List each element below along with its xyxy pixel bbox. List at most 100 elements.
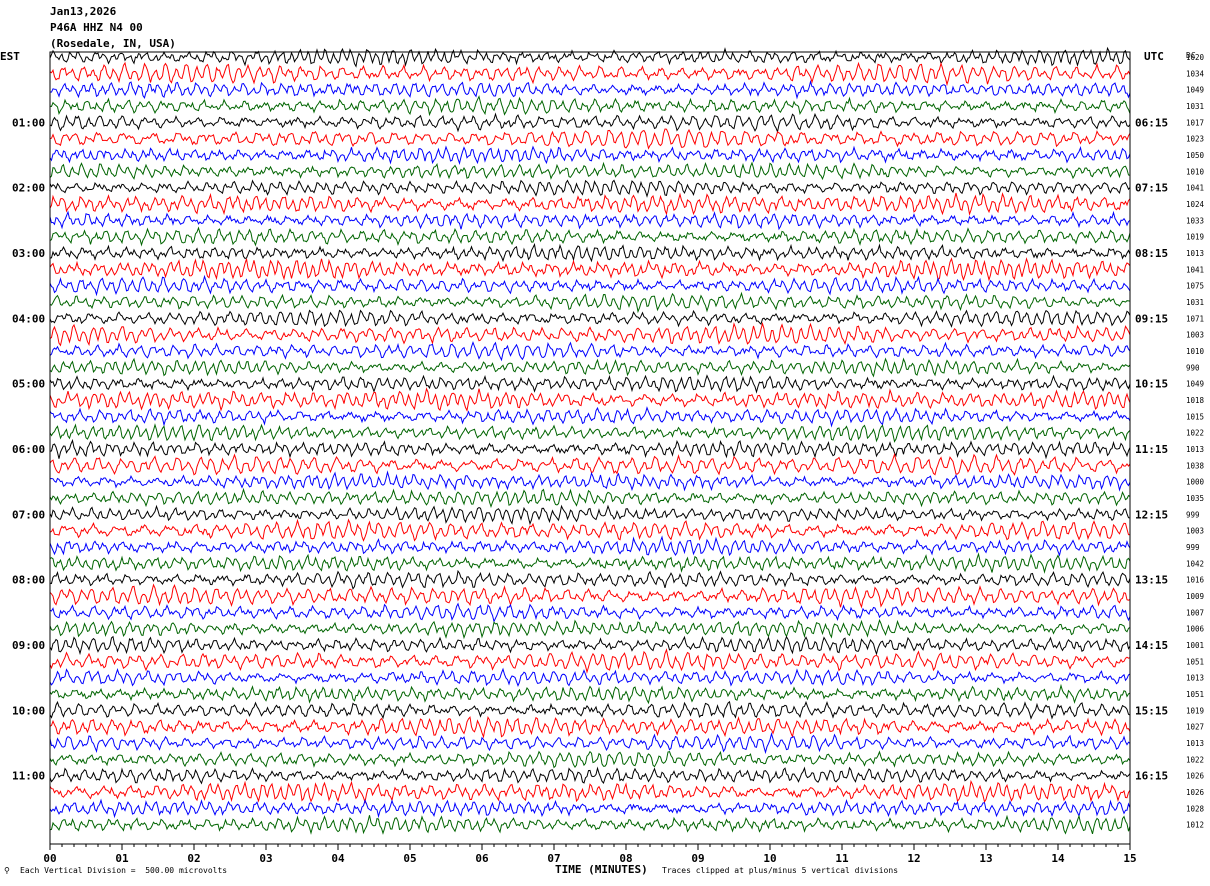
trace-row-2 bbox=[49, 79, 1131, 100]
trace-row-44 bbox=[49, 766, 1131, 785]
trace-row-36 bbox=[49, 635, 1131, 656]
right-time-label: 13:15 bbox=[1135, 574, 1168, 587]
left-timezone-label: EST bbox=[0, 50, 20, 63]
trace-row-11 bbox=[49, 226, 1131, 247]
trace-row-20 bbox=[49, 374, 1131, 394]
x-tick-label: 05 bbox=[403, 852, 416, 865]
right-time-label: 10:15 bbox=[1135, 378, 1168, 391]
x-tick-label: 10 bbox=[763, 852, 776, 865]
right-time-label: 14:15 bbox=[1135, 639, 1168, 652]
dc-offset-label: 1019 bbox=[1186, 706, 1204, 715]
dc-offset-label: 1016 bbox=[1186, 576, 1205, 585]
left-time-label: 08:00 bbox=[12, 574, 45, 587]
dc-offset-label: 1051 bbox=[1186, 657, 1204, 666]
x-tick-label: 13 bbox=[979, 852, 992, 865]
scale-note: Each Vertical Division = 500.00 microvol… bbox=[20, 866, 228, 875]
left-time-label: 11:00 bbox=[12, 770, 45, 783]
left-time-label: 07:00 bbox=[12, 508, 45, 521]
dc-offset-label: 1013 bbox=[1186, 674, 1204, 683]
trace-row-33 bbox=[49, 583, 1131, 609]
dc-offset-label: 1041 bbox=[1186, 265, 1204, 274]
dc-offset-label: 999 bbox=[1186, 543, 1200, 552]
trace-row-41 bbox=[49, 716, 1131, 739]
dc-offset-label: 1034 bbox=[1186, 69, 1205, 78]
dc-offset-label: 1033 bbox=[1186, 216, 1204, 225]
dc-offset-label: 1051 bbox=[1186, 690, 1204, 699]
dc-offset-label: 1012 bbox=[1186, 821, 1204, 830]
trace-row-7 bbox=[49, 161, 1131, 181]
dc-offset-label: 1041 bbox=[1186, 184, 1204, 193]
dc-offset-label: 1071 bbox=[1186, 314, 1204, 323]
dc-offset-label: 999 bbox=[1186, 510, 1200, 519]
x-tick-label: 03 bbox=[259, 852, 272, 865]
x-tick-label: 14 bbox=[1051, 852, 1065, 865]
right-time-label: 09:15 bbox=[1135, 312, 1168, 325]
dc-offset-label: 1022 bbox=[1186, 755, 1204, 764]
dc-offset-label: 1024 bbox=[1186, 200, 1205, 209]
trace-row-8 bbox=[49, 179, 1131, 198]
right-time-label: 06:15 bbox=[1135, 116, 1168, 129]
trace-row-1 bbox=[49, 61, 1131, 87]
x-tick-label: 09 bbox=[691, 852, 704, 865]
right-time-label: 15:15 bbox=[1135, 704, 1168, 717]
trace-row-31 bbox=[49, 552, 1131, 574]
trace-row-16 bbox=[49, 309, 1131, 328]
dc-offset-label: 1013 bbox=[1186, 739, 1204, 748]
trace-row-22 bbox=[49, 406, 1131, 428]
dc-offset-label: 1028 bbox=[1186, 804, 1205, 813]
trace-row-28 bbox=[49, 504, 1131, 526]
trace-row-32 bbox=[49, 569, 1131, 590]
x-tick-label: 01 bbox=[115, 852, 129, 865]
dc-offset-label: 1031 bbox=[1186, 298, 1204, 307]
trace-row-29 bbox=[49, 518, 1131, 542]
dc-offset-label: 1009 bbox=[1186, 592, 1204, 601]
x-tick-label: 06 bbox=[475, 852, 489, 865]
trace-row-3 bbox=[49, 95, 1131, 117]
axes-group: 1020 1034 1049 1031 1017 1023 1050 1010 1041 1024… bbox=[12, 51, 1205, 865]
x-tick-label: 00 bbox=[43, 852, 56, 865]
left-time-label: 05:00 bbox=[12, 378, 45, 391]
x-axis-title: TIME (MINUTES) bbox=[555, 863, 648, 876]
trace-row-5 bbox=[49, 128, 1131, 150]
trace-row-10 bbox=[49, 210, 1131, 231]
dc-offset-label: 1026 bbox=[1186, 788, 1205, 797]
dc-offset-label: 1075 bbox=[1186, 282, 1204, 291]
right-time-label: 11:15 bbox=[1135, 443, 1168, 456]
dc-offset-label: 1013 bbox=[1186, 445, 1204, 454]
trace-row-45 bbox=[49, 779, 1131, 804]
x-tick-label: 02 bbox=[187, 852, 200, 865]
trace-row-39 bbox=[49, 683, 1131, 705]
trace-row-0 bbox=[49, 46, 1131, 68]
footer-icon: ⚲ bbox=[4, 866, 10, 875]
left-time-label: 04:00 bbox=[12, 312, 45, 325]
trace-row-6 bbox=[49, 145, 1131, 165]
trace-row-18 bbox=[49, 341, 1131, 362]
header: Jan13,2026 P46A HHZ N4 00 (Rosedale, IN,… bbox=[50, 4, 176, 52]
left-time-label: 02:00 bbox=[12, 182, 45, 195]
dc-offset-label: 1042 bbox=[1186, 559, 1204, 568]
trace-row-4 bbox=[49, 112, 1131, 134]
dc-offset-label: 1027 bbox=[1186, 723, 1204, 732]
trace-row-12 bbox=[49, 242, 1131, 263]
dc-offset-label: 1017 bbox=[1186, 118, 1204, 127]
dc-offset-label: 1049 bbox=[1186, 380, 1204, 389]
trace-row-15 bbox=[49, 291, 1131, 314]
trace-row-30 bbox=[49, 535, 1131, 557]
dc-offset-label: 1031 bbox=[1186, 102, 1204, 111]
right-timezone-label: UTC bbox=[1144, 50, 1164, 63]
dc-offset-label: 1038 bbox=[1186, 461, 1205, 470]
dc-offset-label: 1018 bbox=[1186, 396, 1205, 405]
right-time-label: 12:15 bbox=[1135, 508, 1168, 521]
dc-offset-label: 990 bbox=[1186, 363, 1200, 372]
dc-offset-label: 1007 bbox=[1186, 608, 1204, 617]
dc-offset-label: 1023 bbox=[1186, 135, 1204, 144]
dc-offset-label: 1003 bbox=[1186, 331, 1204, 340]
dc-offset-label: 1006 bbox=[1186, 625, 1205, 634]
trace-row-27 bbox=[49, 487, 1131, 509]
trace-row-37 bbox=[49, 648, 1131, 674]
trace-row-23 bbox=[49, 423, 1131, 443]
dc-offset-label: 1000 bbox=[1186, 478, 1205, 487]
clip-note: Traces clipped at plus/minus 5 vertical … bbox=[662, 866, 899, 875]
dc-offset-label: 1035 bbox=[1186, 494, 1204, 503]
x-tick-label: 15 bbox=[1123, 852, 1136, 865]
